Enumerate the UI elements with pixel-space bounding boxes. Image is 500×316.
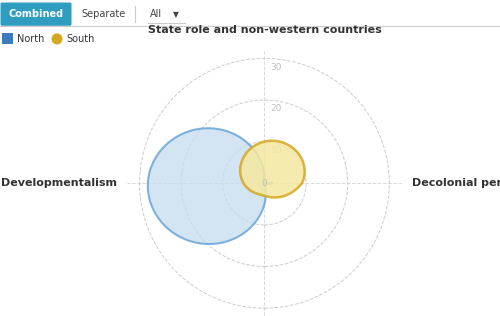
- Text: State role and non-western countries: State role and non-western countries: [148, 26, 382, 35]
- Text: 10: 10: [270, 146, 282, 155]
- Text: Decolonial perspective: Decolonial perspective: [412, 178, 500, 188]
- Polygon shape: [148, 128, 273, 244]
- Text: All: All: [150, 9, 162, 19]
- FancyBboxPatch shape: [0, 3, 72, 26]
- Text: 20: 20: [270, 104, 282, 113]
- Polygon shape: [240, 141, 304, 198]
- Text: 30: 30: [270, 63, 282, 71]
- Text: South: South: [66, 34, 94, 44]
- Text: Separate: Separate: [82, 9, 126, 19]
- Circle shape: [52, 33, 62, 45]
- Text: North: North: [17, 34, 44, 44]
- Text: 0: 0: [262, 179, 268, 188]
- Text: ▼: ▼: [173, 10, 179, 19]
- Text: Combined: Combined: [8, 9, 64, 19]
- Text: Developmentalism: Developmentalism: [0, 178, 116, 188]
- FancyBboxPatch shape: [2, 33, 13, 45]
